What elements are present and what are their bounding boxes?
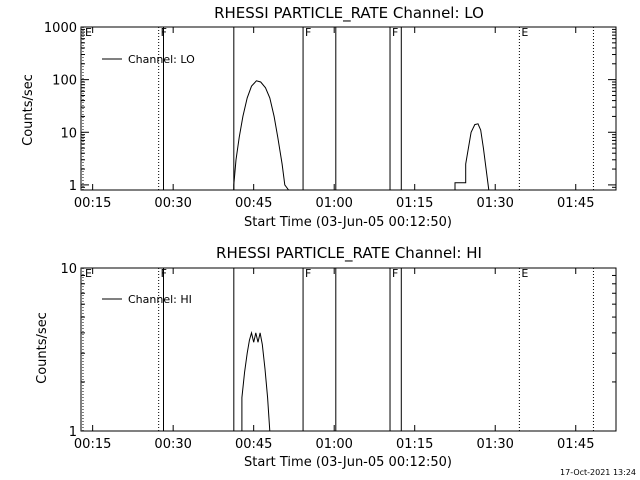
panel-hi-legend: Channel: HI <box>102 293 192 306</box>
panel-hi-x-tick-label-5: 01:30 <box>476 437 513 452</box>
panel-hi-x-tick-label-2: 00:45 <box>235 437 272 452</box>
panel-lo-x-tick-label-2: 00:45 <box>235 196 272 211</box>
panel-lo-x-ticks: 00:15 00:30 00:45 01:00 01:15 01:30 01:45 <box>74 27 594 211</box>
panel-hi-y-tick-label-1: 10 <box>60 262 77 277</box>
panel-lo-marker-label-0: E <box>85 26 92 39</box>
panel-lo-marker-label-6: F <box>392 26 398 39</box>
panel-lo-y-tick-label-0: 1 <box>69 179 77 194</box>
panel-hi-x-ticks: 00:15 00:30 00:45 01:00 01:15 01:30 01:45 <box>74 268 594 452</box>
panel-lo-x-tick-label-4: 01:15 <box>396 196 433 211</box>
panel-hi-marker-label-0: E <box>85 267 92 280</box>
panel-hi-vertical-markers <box>82 268 594 431</box>
panel-lo-x-tick-label-6: 01:45 <box>557 196 594 211</box>
panel-lo-marker-label-4: F <box>305 26 311 39</box>
panel-lo-series-line-0-0 <box>233 80 290 191</box>
panel-hi-x-tick-label-0: 00:15 <box>74 437 111 452</box>
panel-hi-plot-frame <box>80 267 617 432</box>
panel-hi-y-ticks: 1 10 <box>60 262 616 440</box>
panel-hi-marker-label-4: F <box>305 267 311 280</box>
panel-lo-x-tick-label-1: 00:30 <box>154 196 191 211</box>
panel-lo-x-tick-label-5: 01:30 <box>476 196 513 211</box>
panel-hi-y-axis-label: Counts/sec <box>35 312 50 384</box>
panel-lo-y-ticks: 1 10 100 1000 <box>44 21 616 194</box>
panel-hi-legend-label: Channel: HI <box>128 293 192 306</box>
panel-lo-series-line-0-1 <box>454 123 490 191</box>
panel-hi-title: RHESSI PARTICLE_RATE Channel: HI <box>216 244 482 263</box>
panel-lo-y-tick-label-1: 10 <box>60 126 77 141</box>
panel-lo-legend: Channel: LO <box>102 53 195 66</box>
panel-hi-x-tick-label-3: 01:00 <box>315 437 352 452</box>
panel-hi-series-line-0-0 <box>241 330 271 432</box>
panel-lo-title: RHESSI PARTICLE_RATE Channel: LO <box>214 4 484 23</box>
panel-lo-x-tick-label-3: 01:00 <box>315 196 352 211</box>
panel-lo-series <box>233 80 490 191</box>
panel-lo-marker-label-1: F <box>161 26 167 39</box>
panel-lo-legend-label: Channel: LO <box>128 53 195 66</box>
panel-hi-x-axis-label: Start Time (03-Jun-05 00:12:50) <box>244 455 452 470</box>
panel-lo-plot-frame <box>80 26 617 191</box>
panel-hi: RHESSI PARTICLE_RATE Channel: HI E F F F E 0… <box>35 244 617 470</box>
panel-hi-marker-label-8: E <box>521 267 528 280</box>
panel-hi-y-tick-label-0: 1 <box>69 425 77 440</box>
panel-lo-x-axis-label: Start Time (03-Jun-05 00:12:50) <box>244 215 452 230</box>
panel-hi-x-tick-label-4: 01:15 <box>396 437 433 452</box>
panel-hi-series <box>241 330 271 432</box>
panel-lo-y-axis-label: Counts/sec <box>21 74 36 146</box>
panel-lo: RHESSI PARTICLE_RATE Channel: LO E F F F E 0… <box>21 4 617 230</box>
panel-hi-marker-label-6: F <box>392 267 398 280</box>
panel-hi-x-tick-label-6: 01:45 <box>557 437 594 452</box>
panel-hi-marker-label-1: F <box>161 267 167 280</box>
panel-lo-y-tick-label-2: 100 <box>52 74 77 89</box>
panel-lo-y-tick-label-3: 1000 <box>44 21 77 36</box>
panel-hi-x-tick-label-1: 00:30 <box>154 437 191 452</box>
panel-lo-marker-label-8: E <box>521 26 528 39</box>
panel-lo-vertical-markers <box>82 27 594 190</box>
footer-timestamp: 17-Oct-2021 13:24 <box>560 468 636 477</box>
panel-lo-x-tick-label-0: 00:15 <box>74 196 111 211</box>
